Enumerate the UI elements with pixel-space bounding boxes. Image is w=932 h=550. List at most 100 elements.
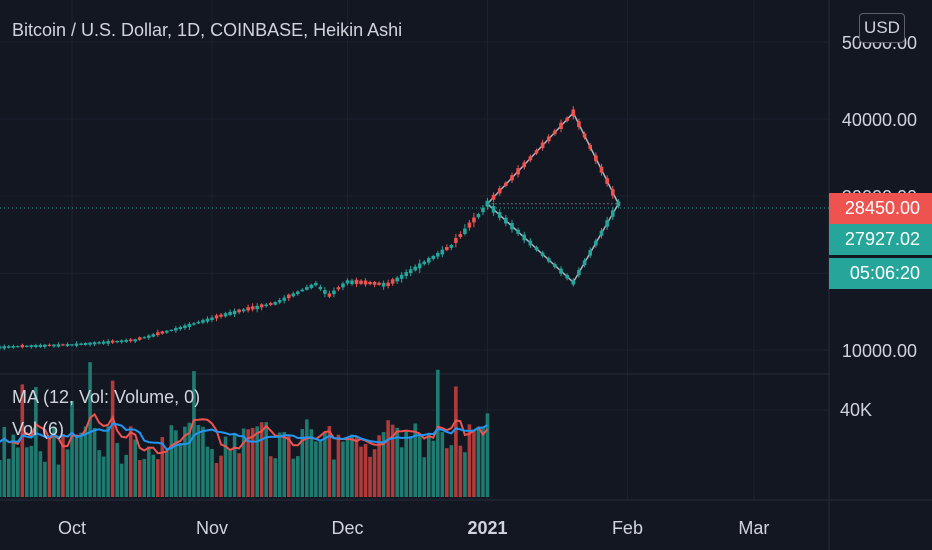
volume-bar (318, 440, 323, 497)
volume-bar (323, 432, 327, 497)
volume-bar (29, 445, 34, 497)
candle-body (309, 284, 314, 289)
projection-candle-body (528, 156, 533, 161)
projection-candle-body (571, 110, 576, 116)
volume-bar (6, 458, 11, 497)
volume-bar (237, 453, 241, 497)
candle-body (467, 222, 472, 228)
currency-button[interactable]: USD (859, 13, 905, 43)
volume-bar (363, 443, 368, 497)
projection-candle-body (577, 121, 581, 128)
volume-bar (56, 464, 61, 497)
bid-price-label: 27927.02 (829, 224, 932, 255)
projection-candle-body (534, 150, 539, 154)
candle-body (345, 280, 350, 284)
volume-bar (395, 427, 399, 497)
volume-bar (332, 459, 336, 497)
volume-bar (327, 426, 332, 497)
volume-bar (286, 434, 291, 497)
candle-body (458, 234, 463, 238)
projection-candle-body (599, 230, 604, 236)
volume-bar (314, 441, 318, 497)
volume-bar (485, 413, 490, 497)
candle-body (223, 313, 228, 317)
candle-body (201, 320, 205, 323)
volume-bar (359, 446, 363, 497)
candle-body (160, 331, 165, 334)
volume-bar (259, 422, 264, 497)
volume-bar (83, 426, 88, 497)
candle-body (476, 214, 481, 218)
volume-bar (309, 429, 314, 497)
volume-bar (219, 455, 223, 497)
candle-body (232, 310, 237, 315)
candle-body (314, 282, 318, 286)
candle-body (151, 334, 156, 337)
volume-bar (38, 451, 43, 497)
candle-body (210, 317, 214, 320)
volume-bar (296, 456, 300, 497)
projection-candle-body (553, 130, 557, 135)
symbol-title[interactable]: Bitcoin / U.S. Dollar, 1D, COINBASE, Hei… (12, 20, 403, 40)
candle-body (214, 315, 219, 319)
volume-bar (449, 445, 454, 497)
ma-indicator-label[interactable]: MA (12, Vol: Volume, 0) (12, 387, 201, 407)
candle-body (449, 244, 454, 248)
candle-body (237, 309, 241, 313)
projection-candle-body (540, 142, 545, 149)
candle-body (97, 342, 101, 344)
volume-bar (43, 461, 47, 497)
candle-body (70, 344, 74, 346)
candle-body (16, 346, 20, 348)
volume-bar (187, 422, 192, 497)
volume-bar (169, 425, 174, 497)
candle-body (259, 304, 264, 308)
volume-bar (174, 430, 178, 497)
candle-body (165, 330, 169, 333)
candle-body (0, 346, 2, 349)
volume-bar (0, 460, 2, 497)
volume-bar (11, 434, 16, 497)
volume-bar (79, 432, 83, 497)
projection-candle-body (546, 258, 551, 262)
volume-tick-label: 40K (840, 400, 872, 420)
volume-bar (142, 458, 147, 497)
candle-body (74, 343, 79, 346)
volume-bar (390, 424, 395, 497)
projection-candle-body (565, 117, 569, 121)
volume-bar (16, 447, 20, 497)
candle-body (305, 287, 309, 290)
candle-body (110, 340, 115, 343)
volume-bar (445, 448, 449, 497)
projection-candle-body (588, 144, 593, 149)
volume-bar (178, 443, 183, 497)
candle-body (282, 297, 287, 301)
candle-body (377, 282, 381, 285)
candle-body (341, 283, 345, 288)
candle-body (422, 261, 427, 265)
time-tick-label: Mar (738, 518, 769, 538)
volume-ma-12-line (0, 422, 488, 451)
candle-body (128, 339, 133, 342)
projection-candle-body (534, 247, 539, 251)
volume-bar (440, 432, 445, 497)
time-tick-label: Dec (331, 518, 363, 538)
candle-body (359, 280, 363, 284)
candle-body (413, 266, 418, 271)
volume-bar (196, 425, 201, 497)
candle-body (332, 290, 336, 295)
volume-bar (377, 435, 381, 497)
candle-body (133, 339, 138, 342)
candle-body (146, 335, 151, 338)
candle-body (25, 345, 29, 347)
volume-bar (223, 436, 228, 497)
candle-body (101, 341, 106, 344)
projection-candle-body (497, 212, 502, 218)
volume-bar (97, 450, 101, 497)
volume-indicator-label[interactable]: Vol (6) (12, 419, 65, 439)
candle-body (481, 207, 485, 213)
volume-bar (255, 426, 259, 497)
candle-body (219, 314, 223, 317)
